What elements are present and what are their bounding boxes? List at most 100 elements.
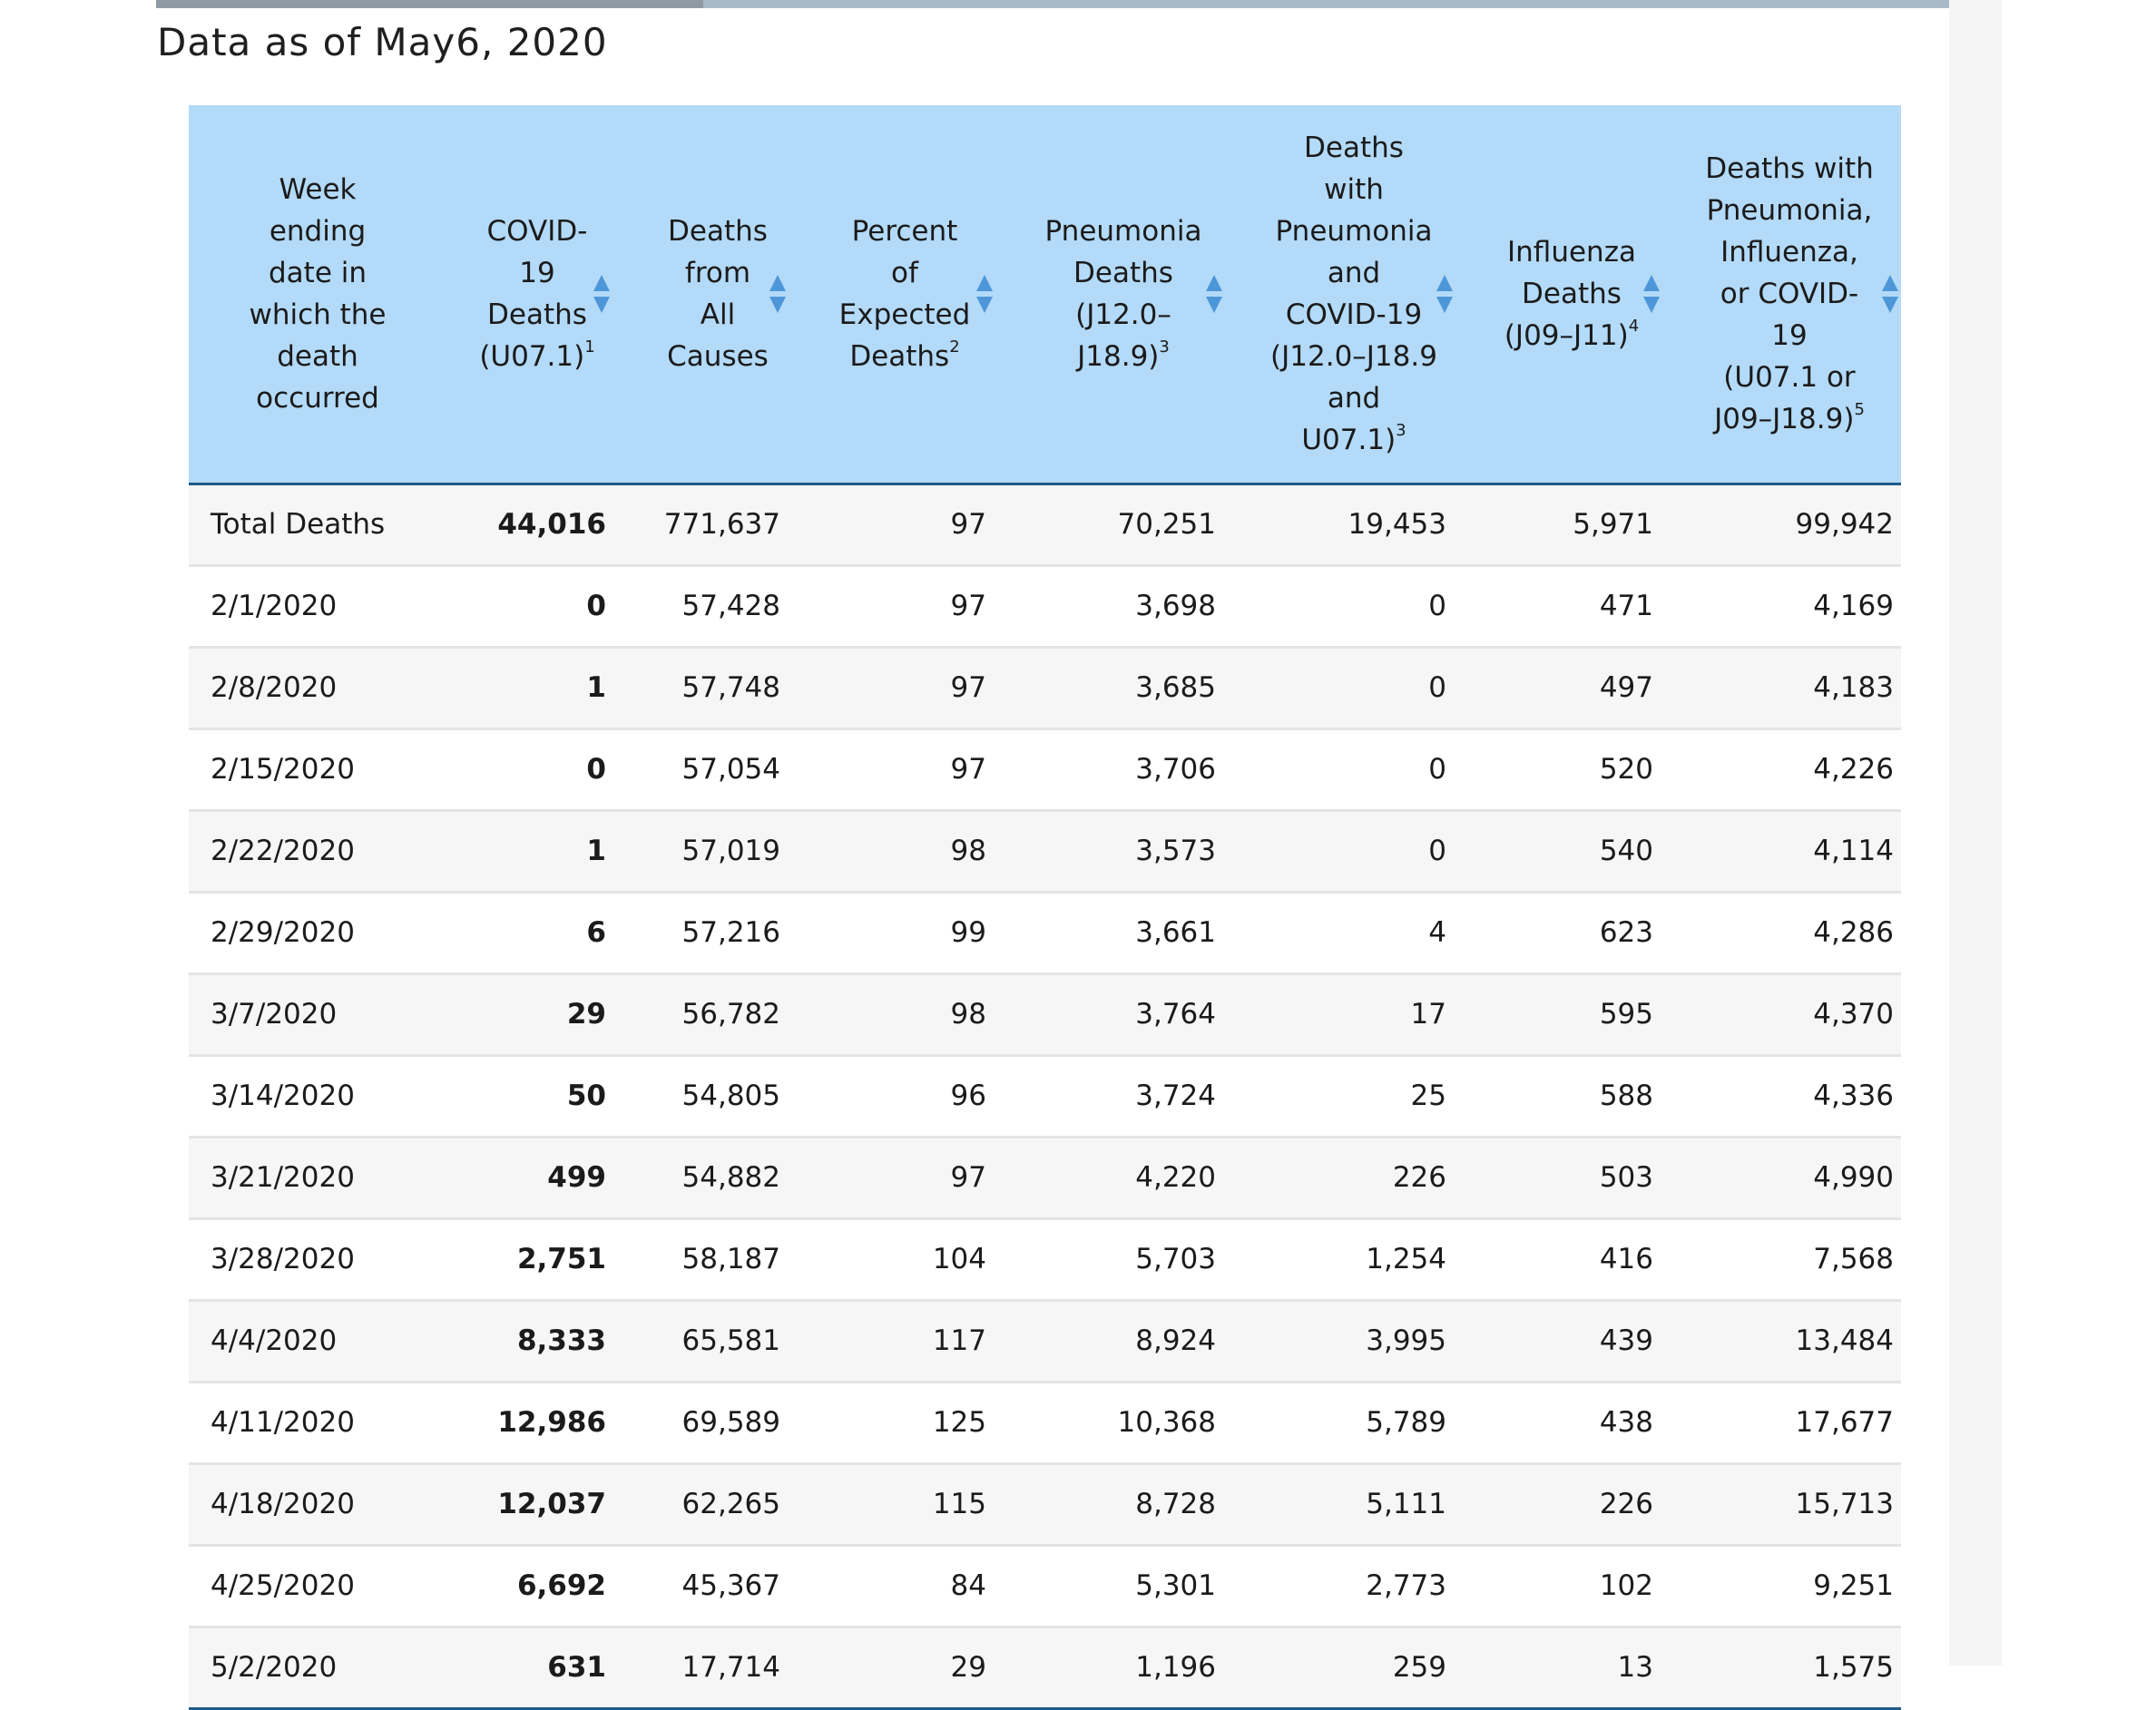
sort-arrows-icon[interactable] xyxy=(1643,275,1660,313)
value-cell: 4,226 xyxy=(1813,753,1894,786)
value-cell: 98 xyxy=(950,835,986,867)
header-line: COVID- xyxy=(486,215,588,248)
value-cell: 99 xyxy=(950,916,986,949)
week-ending-cell: 4/11/2020 xyxy=(211,1406,355,1439)
week-ending-cell: 2/29/2020 xyxy=(211,916,355,949)
value-cell: 13,484 xyxy=(1795,1324,1894,1357)
table-row: 3/21/2020 499 54,882 97 4,220 226 503 4,990 xyxy=(189,1138,1901,1220)
value-cell: 471 xyxy=(1599,590,1653,622)
value-cell: 4,183 xyxy=(1813,671,1894,704)
value-cell: 4,114 xyxy=(1813,835,1894,867)
value-cell: 125 xyxy=(932,1406,986,1439)
header-line: 19 xyxy=(519,257,555,289)
week-ending-cell: 5/2/2020 xyxy=(211,1651,338,1684)
header-line: (J12.0–J18.9 xyxy=(1270,340,1437,373)
column-header-8[interactable]: Deaths with Pneumonia, Influenza, or COVID-… xyxy=(1699,105,1880,483)
header-line: and xyxy=(1327,257,1381,289)
week-ending-cell: 2/8/2020 xyxy=(211,671,338,704)
value-cell: 5,301 xyxy=(1135,1569,1216,1602)
table-row: 4/11/2020 12,986 69,589 125 10,368 5,789 438 17… xyxy=(189,1383,1901,1465)
column-header-label: Pneumonia Deaths (J12.0– J18.9)3 xyxy=(1045,210,1202,377)
value-cell: 0 xyxy=(1428,590,1446,622)
value-cell: 416 xyxy=(1599,1243,1653,1275)
table-row: 3/14/2020 50 54,805 96 3,724 25 588 4,336 xyxy=(189,1057,1901,1138)
value-cell: 4,169 xyxy=(1813,590,1894,622)
header-line: Deaths xyxy=(1304,132,1404,164)
sort-arrows-icon[interactable] xyxy=(1436,275,1453,313)
footnote-marker: 5 xyxy=(1854,400,1865,419)
footnote-marker: 3 xyxy=(1159,337,1170,357)
top-scroll-thumb[interactable] xyxy=(156,0,703,8)
value-cell: 2,751 xyxy=(516,1243,606,1275)
header-line: which the xyxy=(249,298,387,331)
value-cell: 1,575 xyxy=(1813,1651,1894,1684)
column-header-1: Week ending date in which the death occurred xyxy=(227,105,408,483)
value-cell: 58,187 xyxy=(681,1243,780,1275)
deaths-table: Week ending date in which the death occurred… xyxy=(189,105,1901,1710)
column-header-3[interactable]: Deaths from All Causes xyxy=(650,105,786,483)
sort-arrows-icon[interactable] xyxy=(1206,275,1222,313)
header-line: date in xyxy=(268,257,367,289)
sort-arrows-icon[interactable] xyxy=(976,275,993,313)
column-header-2[interactable]: COVID- 19 Deaths (U07.1)1 xyxy=(465,105,610,483)
column-header-7[interactable]: Influenza Deaths (J09–J11)4 xyxy=(1485,105,1658,483)
value-cell: 771,637 xyxy=(663,508,780,541)
week-ending-cell: 4/4/2020 xyxy=(211,1324,338,1357)
value-cell: 29 xyxy=(950,1651,986,1684)
week-ending-cell: 3/14/2020 xyxy=(211,1080,355,1112)
sort-arrows-icon[interactable] xyxy=(593,275,610,313)
value-cell: 4,220 xyxy=(1135,1161,1216,1194)
table-row: 3/28/2020 2,751 58,187 104 5,703 1,254 416 7,56… xyxy=(189,1220,1901,1302)
header-line: (U07.1)1 xyxy=(479,337,595,374)
value-cell: 62,265 xyxy=(681,1488,780,1520)
value-cell: 17,677 xyxy=(1795,1406,1894,1439)
value-cell: 2,773 xyxy=(1366,1569,1446,1602)
value-cell: 97 xyxy=(950,1161,986,1194)
table-row: 5/2/2020 631 17,714 29 1,196 259 13 1,575 xyxy=(189,1628,1901,1710)
value-cell: 99,942 xyxy=(1795,508,1894,541)
value-cell: 3,764 xyxy=(1135,998,1216,1031)
value-cell: 69,589 xyxy=(681,1406,780,1439)
column-header-6[interactable]: Deaths with Pneumonia and COVID-19 (J12.0–J18… xyxy=(1250,105,1458,483)
value-cell: 0 xyxy=(586,753,606,786)
column-header-label: Influenza Deaths (J09–J11)4 xyxy=(1504,231,1639,357)
value-cell: 540 xyxy=(1599,835,1653,867)
header-line: Expected xyxy=(838,298,971,331)
value-cell: 3,661 xyxy=(1135,916,1216,949)
header-line: Causes xyxy=(667,340,769,373)
header-line: of xyxy=(891,257,918,289)
footnote-marker: 3 xyxy=(1396,421,1406,440)
week-ending-cell: 2/1/2020 xyxy=(211,590,338,622)
value-cell: 56,782 xyxy=(681,998,780,1031)
header-line: Deaths xyxy=(1073,257,1173,289)
value-cell: 3,706 xyxy=(1135,753,1216,786)
value-cell: 57,054 xyxy=(681,753,780,786)
value-cell: 19,453 xyxy=(1348,508,1446,541)
column-header-label: Percent of Expected Deaths2 xyxy=(839,210,971,377)
sort-arrows-icon[interactable] xyxy=(769,275,786,313)
top-scroll-bar[interactable] xyxy=(156,0,2002,8)
value-cell: 0 xyxy=(1428,835,1446,867)
table-row: 2/8/2020 1 57,748 97 3,685 0 497 4,183 xyxy=(189,649,1901,730)
value-cell: 5,111 xyxy=(1366,1488,1446,1520)
value-cell: 12,037 xyxy=(497,1488,606,1520)
value-cell: 588 xyxy=(1599,1080,1653,1112)
value-cell: 0 xyxy=(586,590,606,622)
value-cell: 98 xyxy=(950,998,986,1031)
value-cell: 4 xyxy=(1428,916,1446,949)
value-cell: 57,216 xyxy=(681,916,780,949)
sort-arrows-icon[interactable] xyxy=(1882,275,1898,313)
header-line: J18.9)3 xyxy=(1077,337,1170,374)
header-line: U07.1)3 xyxy=(1301,421,1406,457)
value-cell: 44,016 xyxy=(497,508,606,541)
header-line: Influenza xyxy=(1507,236,1636,269)
table-row: 2/29/2020 6 57,216 99 3,661 4 623 4,286 xyxy=(189,894,1901,975)
header-line: Deaths with xyxy=(1705,152,1874,185)
header-line: Deaths xyxy=(1522,278,1622,310)
header-line: and xyxy=(1327,382,1381,415)
value-cell: 54,805 xyxy=(681,1080,780,1112)
column-header-5[interactable]: Pneumonia Deaths (J12.0– J18.9)3 xyxy=(1033,105,1214,483)
header-line: J09–J18.9)5 xyxy=(1714,400,1865,436)
value-cell: 8,728 xyxy=(1135,1488,1216,1520)
column-header-4[interactable]: Percent of Expected Deaths2 xyxy=(818,105,991,483)
